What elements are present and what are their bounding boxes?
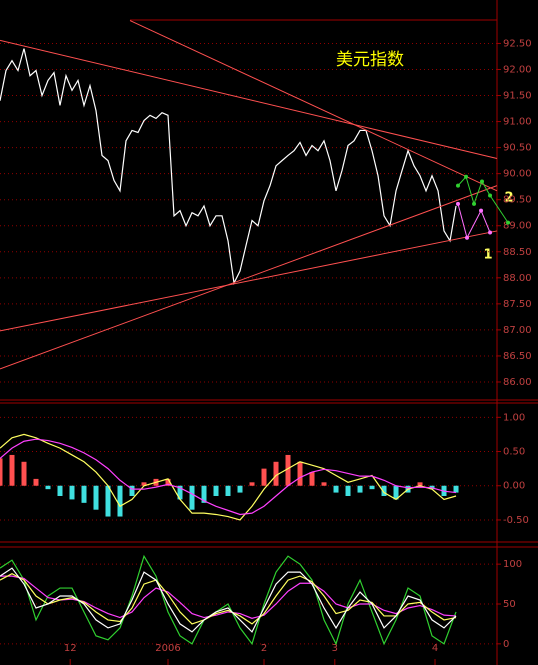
y-tick-label: 91.50 (503, 91, 532, 102)
trend-line (129, 20, 498, 192)
histogram-bar (0, 458, 3, 486)
histogram-bar (393, 485, 399, 500)
histogram-bar (417, 482, 423, 486)
series-line (0, 438, 457, 516)
histogram-bar (345, 485, 351, 496)
trend-marker (488, 230, 493, 235)
series-line (0, 48, 457, 286)
trend-marker (472, 201, 477, 206)
histogram-bar (177, 485, 183, 500)
annotation: 1 (483, 248, 492, 263)
trend-line (0, 39, 498, 160)
x-tick-label: 12 (64, 643, 77, 654)
histogram-bar (33, 478, 39, 486)
histogram-bar (297, 461, 303, 486)
histogram-bar (165, 478, 171, 486)
histogram-bar (333, 485, 339, 493)
trend-marker (455, 201, 460, 206)
annotation: 2 (504, 191, 513, 206)
y-tick-label: 92.00 (503, 64, 532, 75)
y-tick-label: 87.50 (503, 299, 532, 310)
trend-marker (464, 235, 469, 240)
y-tick-label: 50 (503, 599, 516, 610)
y-tick-label: 0.00 (503, 481, 525, 492)
x-tick-label: 2 (261, 643, 267, 654)
trend-line (0, 185, 498, 370)
histogram-bar (285, 454, 291, 486)
histogram-bar (189, 485, 195, 510)
histogram-bar (141, 482, 147, 486)
y-tick-label: 100 (503, 559, 522, 570)
histogram-bar (249, 482, 255, 486)
y-tick-label: 0.50 (503, 447, 525, 458)
trend-marker (479, 179, 484, 184)
histogram-bar (9, 454, 15, 486)
y-tick-label: 92.50 (503, 38, 532, 49)
y-tick-label: 87.00 (503, 325, 532, 336)
histogram-bar (201, 485, 207, 503)
y-tick-label: -0.50 (503, 515, 529, 526)
histogram-bar (273, 461, 279, 486)
y-tick-label: 86.00 (503, 377, 532, 388)
y-tick-label: 91.00 (503, 117, 532, 128)
histogram-bar (237, 485, 243, 493)
histogram-bar (309, 472, 315, 486)
histogram-bar (69, 485, 75, 500)
histogram-bar (261, 468, 267, 486)
series-line (0, 575, 457, 619)
y-tick-label: 86.50 (503, 351, 532, 362)
y-tick-label: 89.00 (503, 221, 532, 232)
histogram-bar (129, 485, 135, 496)
y-tick-label: 0 (503, 639, 509, 650)
trend-marker (464, 174, 469, 179)
trend-marker (479, 208, 484, 213)
histogram-bar (453, 485, 459, 493)
y-tick-label: 90.00 (503, 169, 532, 180)
x-tick-label: 2006 (155, 643, 180, 654)
histogram-bar (21, 461, 27, 486)
y-tick-label: 89.50 (503, 195, 532, 206)
histogram-bar (225, 485, 231, 496)
x-tick-label: 3 (332, 643, 338, 654)
y-tick-label: 1.00 (503, 412, 525, 423)
trend-line (0, 230, 498, 332)
histogram-bar (45, 485, 51, 490)
histogram-bar (381, 485, 387, 496)
y-tick-label: 88.50 (503, 247, 532, 258)
histogram-bar (93, 485, 99, 510)
y-tick-label: 88.00 (503, 273, 532, 284)
histogram-bar (117, 485, 123, 517)
x-tick-label: 4 (432, 643, 438, 654)
trend-marker (455, 183, 460, 188)
histogram-bar (105, 485, 111, 517)
series-line (0, 567, 457, 633)
histogram-bar (369, 485, 375, 490)
y-tick-label: 90.50 (503, 143, 532, 154)
histogram-bar (321, 482, 327, 486)
series-line (0, 554, 457, 646)
chart-title: 美元指数 (336, 50, 404, 70)
histogram-bar (81, 485, 87, 503)
trend-marker (506, 220, 511, 225)
trend-marker (488, 193, 493, 198)
histogram-bar (213, 485, 219, 496)
histogram-bar (57, 485, 63, 496)
trend-line (457, 203, 491, 240)
series-line (0, 433, 457, 521)
histogram-bar (357, 485, 363, 493)
